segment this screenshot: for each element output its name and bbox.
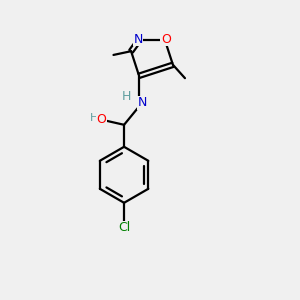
Text: O: O <box>96 113 106 126</box>
Text: N: N <box>134 33 143 46</box>
Text: N: N <box>137 96 147 109</box>
Text: H: H <box>90 113 98 123</box>
Text: O: O <box>161 33 171 46</box>
Text: H: H <box>122 90 131 103</box>
Text: Cl: Cl <box>118 221 130 234</box>
